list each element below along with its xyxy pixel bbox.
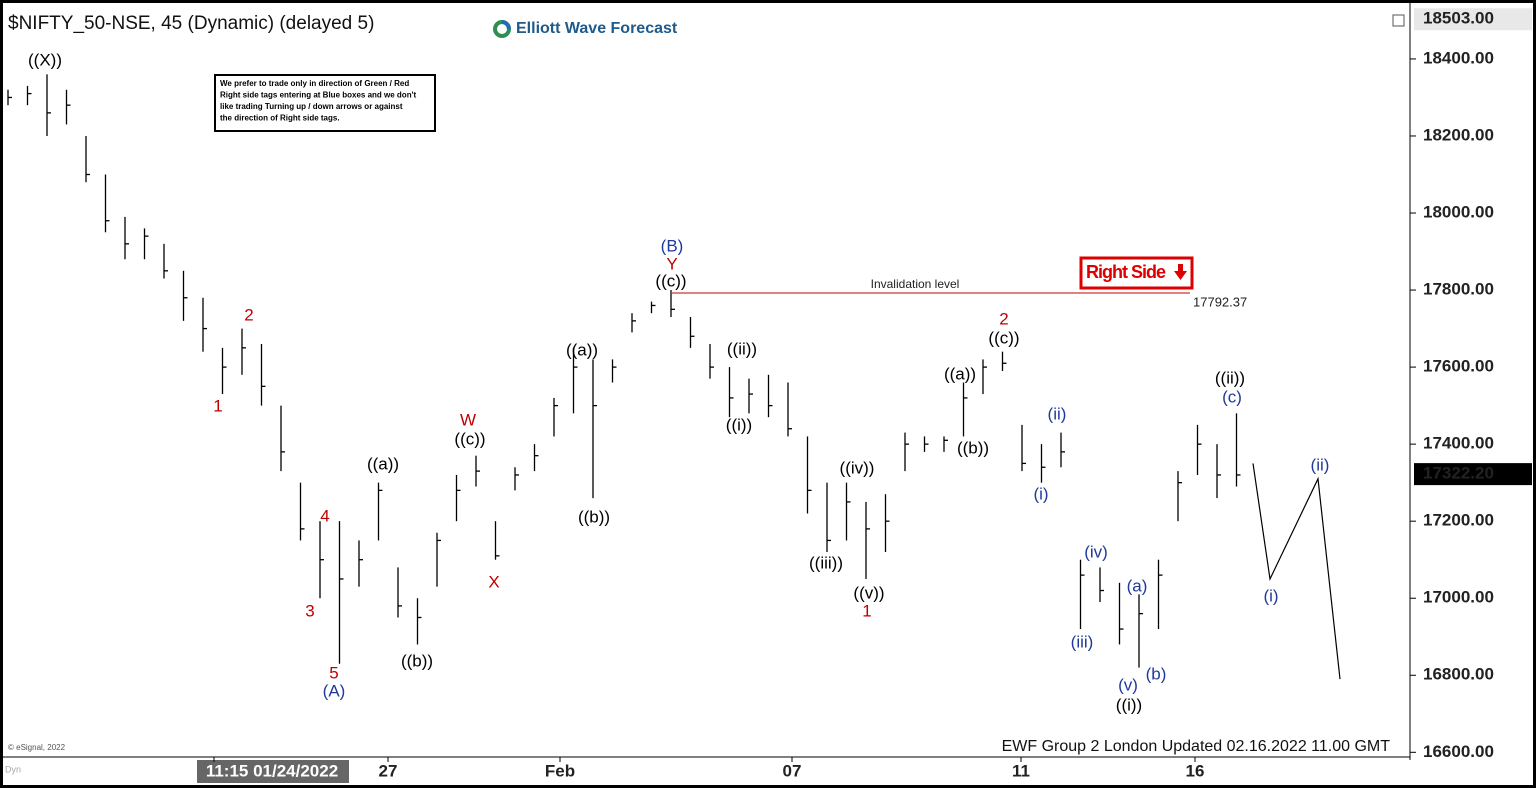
y-tick-label: 17200.00 (1423, 511, 1494, 530)
right-side-text: Right Side (1086, 262, 1166, 282)
y-tick-label: 18000.00 (1423, 203, 1494, 222)
wave-label: 2 (999, 309, 1008, 328)
brand-logo: Elliott Wave Forecast (493, 20, 678, 38)
y-tick-label: 17400.00 (1423, 434, 1494, 453)
x-tick-label: 16 (1186, 761, 1205, 780)
wave-label: ((c)) (988, 328, 1019, 347)
x-tick-label: 07 (783, 761, 802, 780)
wave-label: ((b)) (401, 651, 433, 670)
wave-label: 1 (213, 396, 222, 415)
wave-label: (iv) (1084, 542, 1108, 561)
wave-label: Y (666, 254, 677, 273)
x-tick-label: 11 (1012, 761, 1030, 780)
wave-label: (ii) (1311, 455, 1330, 474)
wave-label: ((i)) (1116, 695, 1142, 714)
wave-label: (i) (1033, 484, 1048, 503)
projection-path (1252, 463, 1341, 680)
wave-label: ((a)) (944, 364, 976, 383)
last-price-box (1414, 463, 1532, 486)
wave-label: ((ii)) (1215, 368, 1245, 387)
y-tick-label: 16600.00 (1423, 742, 1494, 761)
wave-label: (i) (1263, 586, 1278, 605)
x-tick-label: 27 (379, 761, 398, 780)
dyn-label: Dyn (5, 764, 21, 774)
wave-label: ((v)) (853, 583, 884, 602)
wave-label: (v) (1118, 675, 1138, 694)
wave-label: ((iii)) (809, 553, 843, 572)
y-tick-label: 17600.00 (1423, 357, 1494, 376)
y-tick-label: 18400.00 (1423, 48, 1494, 67)
wave-label: (ii) (1048, 404, 1067, 423)
note-line: We prefer to trade only in direction of … (220, 79, 409, 88)
y-tick-label: 17800.00 (1423, 280, 1494, 299)
x-highlight (197, 760, 349, 783)
wave-label: ((ii)) (727, 339, 757, 358)
wave-label: (B) (661, 236, 684, 255)
wave-label: ((c)) (454, 429, 485, 448)
y-tick-label: 17000.00 (1423, 588, 1494, 607)
wave-label: 1 (862, 601, 871, 620)
wave-label: ((c)) (655, 271, 686, 290)
wave-label: ((a)) (367, 454, 399, 473)
wave-label: ((a)) (566, 340, 598, 359)
chart-title: $NIFTY_50-NSE, 45 (Dynamic) (delayed 5) (8, 13, 374, 34)
wave-label: ((b)) (957, 438, 989, 457)
wave-label: (b) (1146, 664, 1167, 683)
wave-label: ((iv)) (840, 458, 875, 477)
wave-label: 2 (244, 305, 253, 324)
wave-label: (c) (1222, 387, 1242, 406)
note-line: Right side tags entering at Blue boxes a… (220, 91, 416, 100)
copyright: © eSignal, 2022 (8, 743, 66, 752)
brand-text: Elliott Wave Forecast (516, 20, 678, 37)
y-tick-label: 16800.00 (1423, 665, 1494, 684)
right-side-tag (1079, 256, 1194, 290)
invalidation-label: Invalidation level (871, 277, 960, 291)
down-arrow (1174, 264, 1187, 280)
last-price-label: 17322.20 (1423, 464, 1494, 483)
wave-label: 4 (320, 506, 329, 525)
footer: EWF Group 2 London Updated 02.16.2022 11… (1002, 738, 1391, 755)
wave-label: (A) (323, 681, 346, 700)
note-box (214, 74, 436, 132)
wave-label: (iii) (1071, 632, 1094, 651)
note: We prefer to trade only in direction of … (220, 79, 416, 123)
note-line: like trading Turning up / down arrows or… (220, 102, 403, 111)
wave-label: X (488, 572, 499, 591)
wave-label: 3 (305, 601, 314, 620)
window-button[interactable] (1392, 14, 1405, 27)
wave-label: W (460, 410, 476, 429)
note-line: the direction of Right side tags. (220, 114, 340, 123)
top-price-box (1414, 8, 1532, 31)
wave-label: (a) (1127, 576, 1148, 595)
top-price-label: 18503.00 (1423, 9, 1494, 28)
wave-label: 5 (329, 663, 338, 682)
x-tick-label: 11:15 01/24/2022 (206, 761, 338, 780)
y-tick-label: 18200.00 (1423, 125, 1494, 144)
wave-label: ((b)) (578, 507, 610, 526)
wave-label: ((i)) (726, 415, 752, 434)
wave-label: ((X)) (28, 50, 62, 69)
x-tick-label: Feb (545, 761, 575, 780)
invalidation-value: 17792.37 (1193, 294, 1247, 309)
